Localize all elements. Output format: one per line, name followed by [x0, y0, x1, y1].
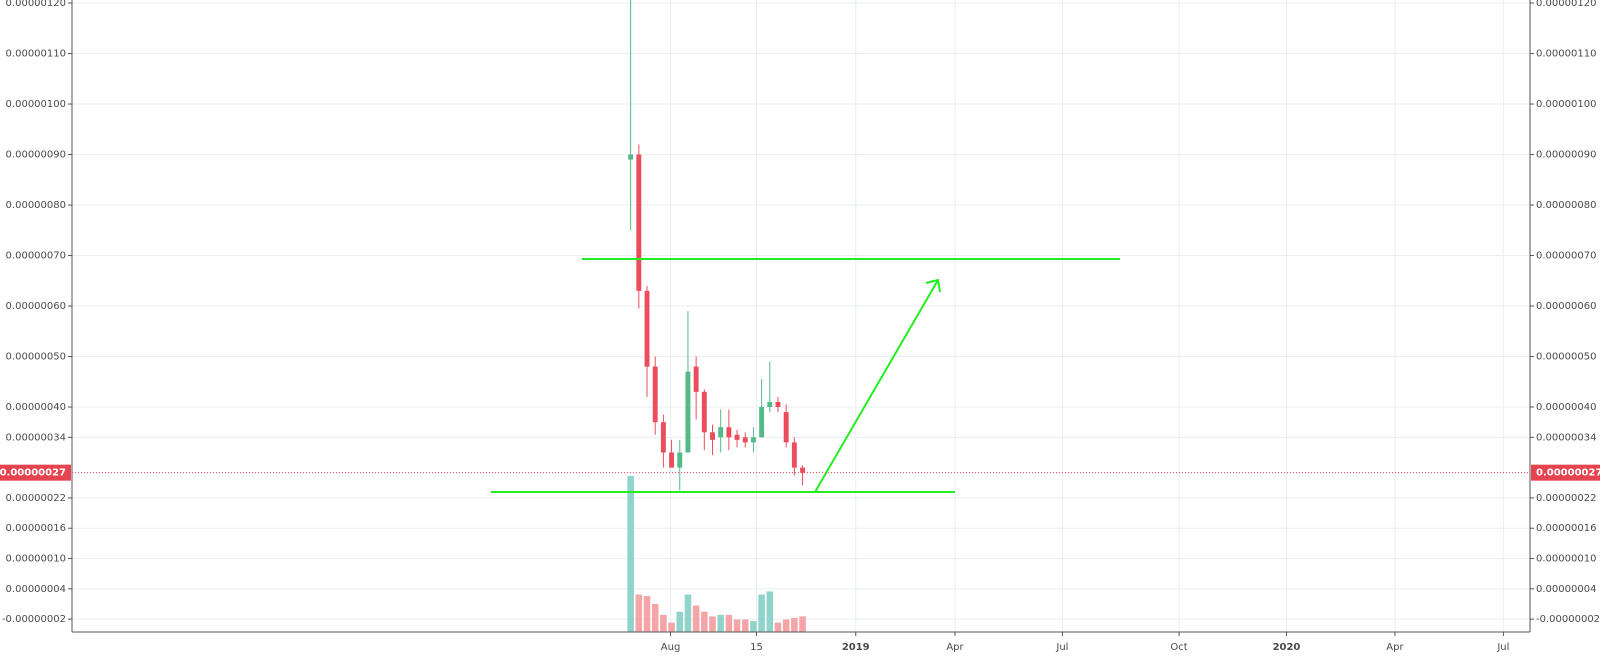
labels: 0.00000120 0.00000120 0.00000110 0.00000110…: [0, 0, 1602, 653]
y-tick-label-right: -0.00000002: [1536, 614, 1600, 625]
volume-bar: [701, 611, 708, 632]
y-tick-label-right: 0.00000070: [1536, 251, 1596, 262]
candle-body: [669, 452, 675, 468]
candles: [628, 0, 805, 491]
y-tick-label: 0.00000100: [6, 99, 66, 110]
candle-body: [759, 407, 765, 438]
y-tick-label: 0.00000016: [6, 523, 66, 534]
candle-body: [726, 427, 732, 438]
volume-bar: [758, 594, 765, 632]
x-tick-label: Apr: [946, 642, 964, 653]
y-tick-label: 0.00000004: [6, 584, 66, 595]
y-tick-label: 0.00000050: [6, 352, 66, 363]
y-tick-label-right: 0.00000010: [1536, 554, 1596, 565]
candle-body: [783, 412, 789, 443]
last-price-label: 0.00000027: [0, 468, 66, 479]
candle-body: [677, 452, 683, 468]
y-tick-label-right: 0.00000100: [1536, 99, 1596, 110]
volume-bar: [676, 611, 684, 632]
volume-bar: [643, 596, 651, 632]
x-tick-label: Jul: [1055, 642, 1068, 653]
y-tick-label: -0.00000002: [2, 614, 66, 625]
x-tick-label: 2019: [842, 642, 870, 653]
volume-bar: [635, 594, 643, 632]
y-tick-label: 0.00000120: [6, 0, 66, 9]
volume: [627, 475, 806, 632]
volume-bar: [733, 619, 741, 632]
candle-body: [636, 154, 642, 291]
x-tick-label: Oct: [1170, 642, 1187, 653]
candle-body: [775, 401, 781, 408]
candle-body: [685, 371, 691, 453]
last-price-label-right: 0.00000027: [1536, 468, 1602, 479]
volume-bar: [725, 614, 733, 632]
candle-body: [693, 366, 699, 392]
candle-body: [734, 434, 740, 440]
volume-bar: [684, 594, 692, 632]
y-tick-label: 0.00000070: [6, 251, 66, 262]
candle-body: [750, 437, 756, 443]
x-tick-label: Jul: [1496, 642, 1509, 653]
volume-bar: [651, 603, 659, 632]
candle-body: [710, 432, 715, 440]
y-tick-label-right: 0.00000040: [1536, 402, 1596, 413]
y-tick-label-right: 0.00000050: [1536, 352, 1596, 363]
x-tick-label: Apr: [1386, 642, 1404, 653]
volume-bar: [774, 622, 782, 632]
volume-bar: [791, 617, 798, 632]
y-tick-label: 0.00000022: [6, 493, 66, 504]
drawings: [491, 258, 1120, 493]
volume-bar: [660, 614, 667, 632]
y-tick-label-right: 0.00000110: [1536, 49, 1596, 60]
volume-bar: [750, 621, 757, 632]
y-tick-label-right: 0.00000060: [1536, 301, 1596, 312]
volume-bar: [799, 616, 806, 632]
volume-bar: [741, 619, 749, 632]
candle-body: [767, 401, 773, 408]
volume-bar: [782, 619, 790, 632]
volume-bar: [668, 622, 675, 632]
volume-bar: [692, 605, 700, 632]
candle-body: [742, 437, 748, 443]
y-tick-label: 0.00000080: [6, 200, 66, 211]
y-tick-label: 0.00000010: [6, 554, 66, 565]
candle-body: [800, 467, 805, 473]
volume-bar: [627, 475, 634, 632]
y-tick-label-right: 0.00000004: [1536, 584, 1596, 595]
arrow-head: [925, 278, 941, 293]
last-price-box-right: [1531, 464, 1600, 481]
y-tick-label-right: 0.00000120: [1536, 0, 1596, 9]
y-tick-label: 0.00000110: [6, 49, 66, 60]
candle-body: [644, 290, 650, 367]
y-tick-label: 0.00000040: [6, 402, 66, 413]
volume-bar: [717, 614, 724, 632]
candle-body: [660, 422, 666, 453]
arrow-line: [814, 279, 939, 493]
y-tick-label-right: 0.00000016: [1536, 523, 1596, 534]
y-tick-label: 0.00000060: [6, 301, 66, 312]
y-tick-label-right: 0.00000022: [1536, 493, 1596, 504]
x-tick-label: Aug: [661, 642, 681, 653]
y-tick-label: 0.00000090: [6, 150, 66, 161]
y-tick-label-right: 0.00000080: [1536, 200, 1596, 211]
y-tick-label-right: 0.00000090: [1536, 150, 1596, 161]
candle-body: [628, 154, 634, 160]
x-tick-label: 15: [750, 642, 763, 653]
volume-bar: [709, 616, 716, 632]
last-price-box: [0, 464, 71, 481]
candle-body: [718, 427, 724, 438]
candle-body: [652, 366, 658, 423]
grid: [72, 0, 1530, 632]
volume-bar: [766, 591, 774, 632]
y-tick-label-right: 0.00000034: [1536, 432, 1596, 443]
candle-body: [701, 391, 707, 433]
candle-body: [791, 442, 797, 468]
y-tick-label: 0.00000034: [6, 432, 66, 443]
x-tick-label: 2020: [1273, 642, 1301, 653]
